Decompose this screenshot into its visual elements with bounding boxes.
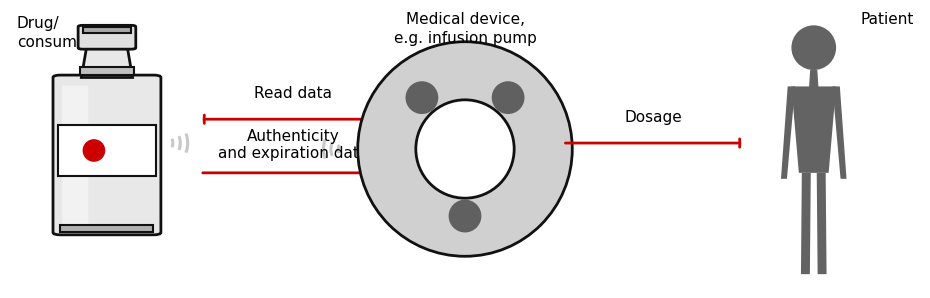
Polygon shape	[832, 86, 846, 179]
Ellipse shape	[448, 200, 482, 232]
Polygon shape	[817, 173, 827, 274]
Text: Authenticity
and expiration date: Authenticity and expiration date	[218, 128, 368, 161]
Bar	[60, 225, 153, 232]
Ellipse shape	[791, 25, 836, 70]
Bar	[79, 67, 135, 74]
Ellipse shape	[416, 100, 514, 198]
Ellipse shape	[83, 139, 105, 162]
Bar	[83, 27, 131, 33]
Bar	[58, 125, 156, 176]
Polygon shape	[791, 86, 836, 173]
Text: Patient: Patient	[860, 12, 914, 27]
Polygon shape	[809, 70, 818, 88]
Text: Read data: Read data	[254, 86, 332, 101]
Polygon shape	[781, 86, 795, 179]
FancyBboxPatch shape	[53, 75, 161, 235]
Polygon shape	[82, 48, 133, 77]
FancyBboxPatch shape	[62, 86, 88, 224]
Ellipse shape	[492, 81, 525, 114]
Text: Medical device,
e.g. infusion pump: Medical device, e.g. infusion pump	[393, 12, 537, 46]
Text: Dosage: Dosage	[624, 110, 683, 125]
Ellipse shape	[405, 81, 438, 114]
Ellipse shape	[358, 42, 572, 256]
Polygon shape	[801, 173, 811, 274]
Text: Drug/
consumable: Drug/ consumable	[17, 16, 110, 50]
FancyBboxPatch shape	[78, 25, 136, 49]
